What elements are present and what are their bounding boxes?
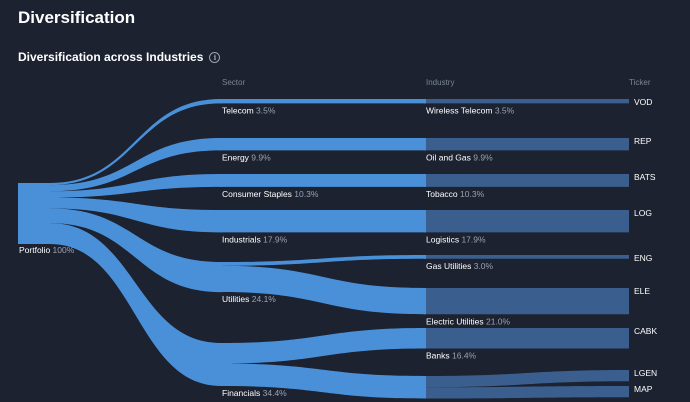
industry-node-wireless-telecom xyxy=(424,99,426,104)
flow-consumer-staples-tobacco xyxy=(221,174,425,187)
industry-label-gas-utilities: Gas Utilities 3.0% xyxy=(426,261,494,271)
flow-telecom-wireless-telecom xyxy=(221,99,425,104)
flow-portfolio-utilities xyxy=(50,208,221,293)
flow-portfolio-industrials xyxy=(50,197,221,233)
sector-node-energy xyxy=(220,138,222,151)
sector-label-industrials: Industrials 17.9% xyxy=(222,234,288,244)
sector-label-telecom: Telecom 3.5% xyxy=(222,105,276,115)
ticker-label-vod: VOD xyxy=(634,97,652,107)
sector-label-consumer-staples: Consumer Staples 10.3% xyxy=(222,189,319,199)
flow-utilities-gas-utilities xyxy=(221,255,425,266)
industry-label-insurance: Insurance 18.0% xyxy=(426,401,490,402)
ticker-label-bats: BATS xyxy=(634,172,656,182)
industry-node-logistics xyxy=(424,210,426,233)
portfolio-label: Portfolio 100% xyxy=(19,245,75,255)
sector-node-telecom xyxy=(220,99,222,104)
industry-label-wireless-telecom: Wireless Telecom 3.5% xyxy=(426,105,515,115)
sector-label-utilities: Utilities 24.1% xyxy=(222,294,276,304)
column-header-ticker: Ticker xyxy=(629,78,651,87)
ticker-label-map: MAP xyxy=(634,384,653,394)
industry-label-logistics: Logistics 17.9% xyxy=(426,234,486,244)
section-title-text: Diversification across Industries xyxy=(18,50,204,64)
flow-portfolio-telecom xyxy=(50,99,221,186)
industry-label-electric-utilities: Electric Utilities 21.0% xyxy=(426,316,511,326)
ticker-label-log: LOG xyxy=(634,208,652,218)
flow-utilities-electric-utilities xyxy=(221,265,425,315)
flow-wireless-telecom-vod xyxy=(425,99,629,104)
ticker-label-ele: ELE xyxy=(634,286,650,296)
sector-node-industrials xyxy=(220,210,222,233)
industry-node-insurance xyxy=(424,376,426,399)
flow-oil-and-gas-rep xyxy=(425,138,629,151)
industry-label-oil-and-gas: Oil and Gas 9.9% xyxy=(426,152,493,162)
sector-node-utilities xyxy=(220,262,222,293)
info-icon[interactable]: i xyxy=(209,51,221,63)
flow-insurance-map xyxy=(425,386,629,399)
flow-portfolio-energy xyxy=(50,138,221,192)
industry-node-oil-and-gas xyxy=(424,138,426,151)
industry-node-gas-utilities xyxy=(424,255,426,259)
column-header-sector: Sector xyxy=(222,78,246,87)
section-title: Diversification across Industries i xyxy=(18,50,221,64)
sector-node-consumer-staples xyxy=(220,174,222,187)
portfolio-node xyxy=(18,183,50,244)
flow-insurance-lgen xyxy=(425,370,629,388)
industry-node-banks xyxy=(424,328,426,349)
flow-portfolio-financials xyxy=(50,223,221,386)
flow-tobacco-bats xyxy=(425,174,629,187)
flow-energy-oil-and-gas xyxy=(221,138,425,151)
flow-industrials-logistics xyxy=(221,210,425,233)
page-title: Diversification xyxy=(18,8,136,27)
industry-label-banks: Banks 16.4% xyxy=(426,351,477,361)
ticker-label-cabk: CABK xyxy=(634,326,657,336)
ticker-label-lgen: LGEN xyxy=(634,368,657,378)
flow-logistics-log xyxy=(425,210,629,233)
column-header-industry: Industry xyxy=(426,78,455,87)
sector-label-financials: Financials 34.4% xyxy=(222,388,287,398)
flow-financials-insurance xyxy=(221,363,425,399)
flow-electric-utilities-ele xyxy=(425,288,629,315)
flow-portfolio-consumer-staples xyxy=(50,174,221,198)
industry-node-electric-utilities xyxy=(424,288,426,315)
ticker-label-rep: REP xyxy=(634,136,652,146)
ticker-label-eng: ENG xyxy=(634,253,652,263)
industry-label-tobacco: Tobacco 10.3% xyxy=(426,189,485,199)
flow-gas-utilities-eng xyxy=(425,255,629,259)
flow-financials-banks xyxy=(221,328,425,364)
flow-banks-cabk xyxy=(425,328,629,349)
sector-node-financials xyxy=(220,343,222,386)
sector-label-energy: Energy 9.9% xyxy=(222,152,271,162)
industry-node-tobacco xyxy=(424,174,426,187)
